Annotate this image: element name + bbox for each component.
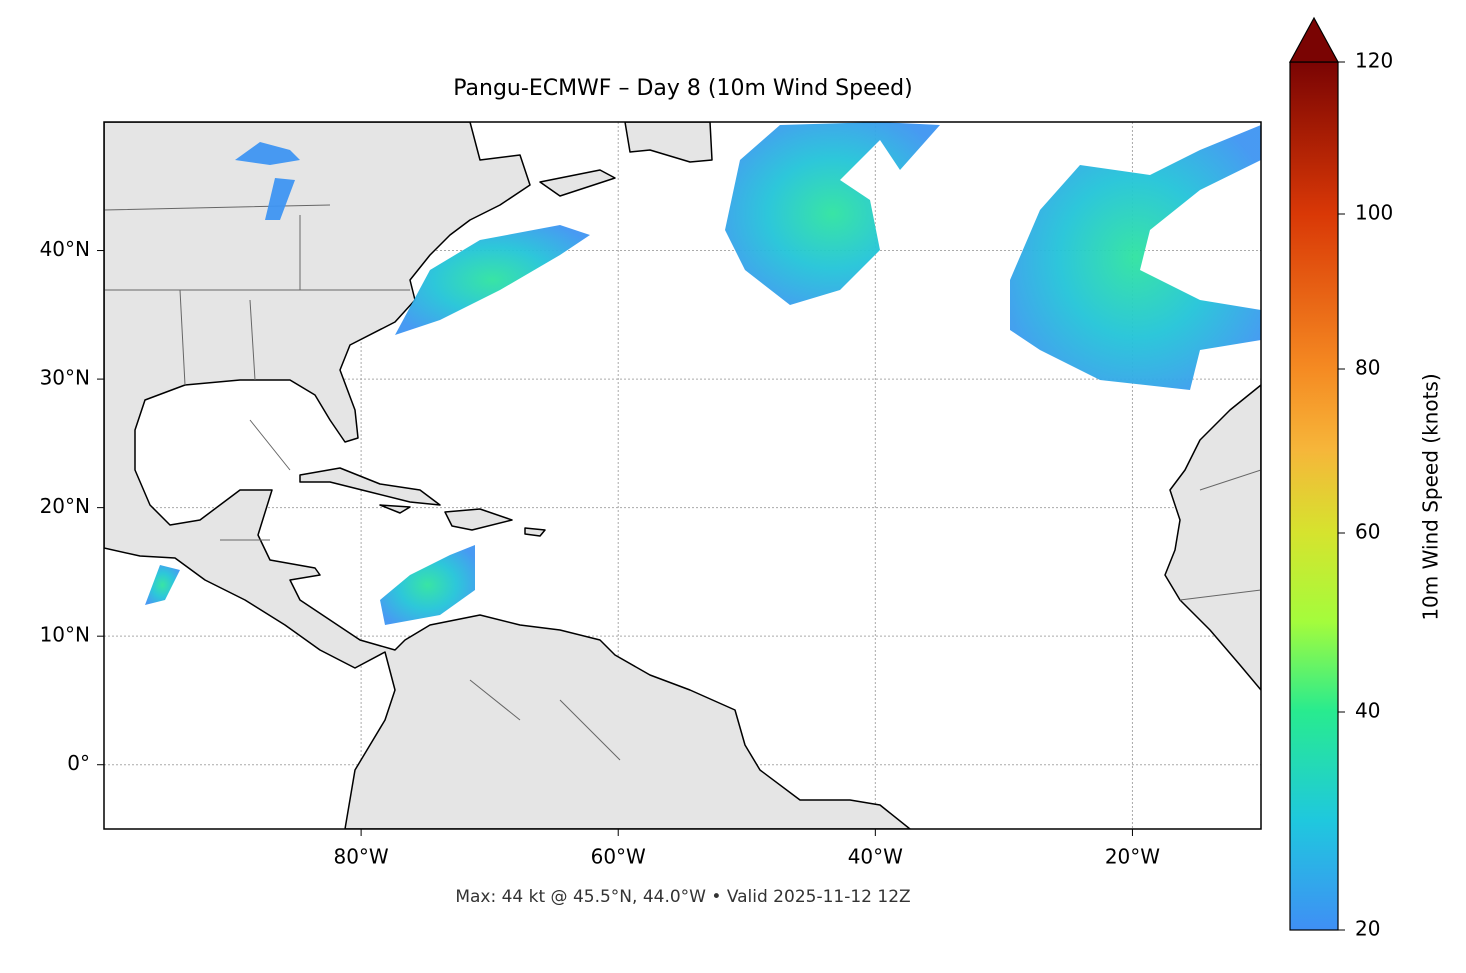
colorbar: 10m Wind Speed (knots) 20 40 60 80 100 120 [1288,16,1443,941]
colorbar-body [1289,61,1339,931]
x-tick-label: 60°W [591,845,646,869]
colorbar-tick-label: 100 [1355,201,1393,225]
x-tick-label: 80°W [333,845,388,869]
x-tick-label: 20°W [1105,845,1160,869]
us-borders [104,204,1261,761]
wind-field [145,122,1261,625]
puerto-rico [524,527,546,537]
nova-scotia [539,169,616,197]
hispaniola [444,508,513,531]
chart-title: Pangu-ECMWF – Day 8 (10m Wind Speed) [453,76,912,101]
y-tick-label: 20°N [40,494,90,518]
colorbar-tick-label: 120 [1355,49,1393,73]
y-tick-label: 40°N [40,237,90,261]
map-frame [103,121,1262,830]
colorbar-extend [1288,16,1340,63]
jamaica [379,504,411,514]
colorbar-tick-label: 40 [1355,699,1380,723]
colorbar-tick-label: 20 [1355,917,1380,941]
y-tick-label: 10°N [40,623,90,647]
africa [1164,384,1261,691]
x-tick-label: 40°W [848,845,903,869]
americas [104,122,911,829]
y-tick-label: 30°N [40,366,90,390]
colorbar-tick-label: 60 [1355,520,1380,544]
colorbar-tick-label: 80 [1355,356,1380,380]
map-area [104,122,1261,829]
y-tick-label: 0° [67,751,90,775]
cuba [299,467,441,506]
annotation: Max: 44 kt @ 45.5°N, 44.0°W • Valid 2025… [455,887,910,907]
colorbar-label: 10m Wind Speed (knots) [1419,373,1443,620]
newfoundland [624,122,713,163]
